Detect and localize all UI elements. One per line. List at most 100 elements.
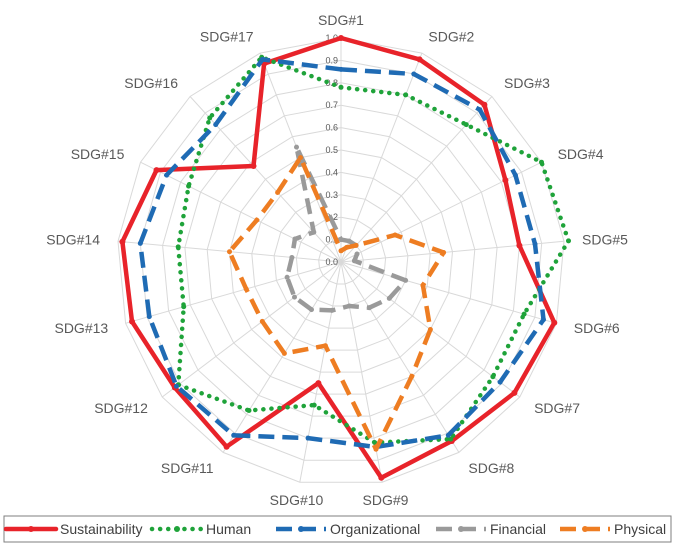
series-marker: [223, 443, 230, 450]
series-marker: [354, 251, 360, 257]
series-marker: [539, 159, 544, 165]
series-marker: [353, 242, 359, 248]
radial-tick-labels: 0.00.10.20.30.40.50.60.70.80.91.0: [325, 33, 338, 267]
tick-label: 0.1: [325, 235, 338, 245]
legend-label: Human: [206, 521, 251, 537]
tick-label: 0.0: [325, 257, 338, 267]
tick-label: 0.4: [325, 167, 338, 177]
series-marker: [231, 432, 237, 438]
legend-marker: [298, 526, 304, 532]
legend-marker: [28, 526, 34, 532]
series-marker: [284, 274, 290, 280]
series-group: [119, 35, 571, 481]
axis-label: SDG#4: [558, 146, 604, 162]
series-marker: [532, 241, 538, 247]
series-marker: [512, 172, 518, 178]
tick-label: 0.9: [325, 55, 338, 65]
grid-spoke: [340, 240, 565, 263]
grid-spoke: [189, 96, 342, 263]
grid-spoke: [340, 261, 557, 324]
grid-ring: [295, 216, 387, 307]
grid-spoke: [340, 261, 460, 453]
grid-ring: [318, 239, 364, 285]
series-marker: [344, 244, 350, 250]
series-marker: [207, 115, 213, 121]
series-marker: [346, 238, 352, 244]
series-marker: [322, 343, 328, 349]
series-marker: [378, 474, 385, 481]
legend-label: Financial: [490, 521, 546, 537]
tick-label: 0.8: [325, 78, 338, 88]
grid-spoke: [161, 261, 342, 398]
series-marker: [243, 286, 249, 292]
series-marker: [448, 436, 454, 442]
grid-ring: [273, 194, 409, 329]
grid-spoke: [340, 96, 493, 263]
series-marker: [477, 107, 483, 113]
series-marker: [338, 66, 344, 72]
series-marker: [403, 277, 409, 283]
grid-spoke: [222, 261, 342, 453]
series-marker: [386, 295, 392, 301]
series-marker: [260, 56, 265, 62]
axis-label: SDG#12: [94, 400, 148, 416]
series-marker: [153, 167, 160, 174]
series-marker: [420, 282, 426, 288]
legend-label: Organizational: [330, 521, 420, 537]
series-line: [284, 144, 408, 313]
series-marker: [566, 238, 571, 244]
series-line: [175, 55, 571, 445]
axis-label: SDG#1: [318, 12, 364, 28]
series-marker: [294, 144, 299, 150]
grid-ring: [162, 82, 520, 439]
axis-labels: SDG#1 SDG#2 SDG#3 SDG#4 SDG#5 SDG#6 SDG#7 SDG#8…: [46, 12, 628, 508]
series-line: [227, 155, 446, 452]
series-marker: [181, 304, 187, 310]
axis-label: SDG#11: [161, 460, 214, 476]
series-marker: [129, 318, 135, 325]
series-marker: [338, 84, 344, 90]
series-marker: [315, 380, 322, 387]
axis-label: SDG#3: [504, 75, 550, 91]
axis-label: SDG#2: [428, 28, 474, 44]
axis-label: SDG#15: [71, 146, 125, 162]
axis-label: SDG#17: [200, 28, 254, 44]
series-marker: [427, 327, 433, 332]
series-marker: [392, 232, 398, 238]
series-marker: [409, 373, 415, 379]
series-marker: [175, 244, 181, 250]
grid-ring: [206, 127, 476, 395]
series-marker: [445, 432, 451, 438]
series-marker: [227, 249, 232, 255]
legend: Sustainability Human Organizational Financi…: [3, 515, 672, 543]
tick-label: 0.3: [325, 190, 338, 200]
series-marker: [521, 311, 527, 317]
axis-label: SDG#7: [534, 400, 580, 416]
legend-marker: [174, 526, 180, 532]
series-marker: [213, 122, 219, 128]
series-marker: [481, 101, 488, 108]
series-marker: [338, 248, 344, 254]
series-marker: [259, 318, 265, 324]
axis-label: SDG#5: [582, 232, 628, 248]
series-marker: [373, 446, 379, 452]
series-marker: [516, 242, 523, 249]
series-marker: [411, 71, 417, 77]
legend-box: [3, 515, 672, 543]
series-marker: [463, 122, 469, 128]
axis-label: SDG#8: [468, 460, 514, 476]
series-marker: [164, 172, 170, 178]
series-marker: [137, 240, 143, 246]
axis-label: SDG#6: [574, 320, 620, 336]
series-marker: [146, 314, 152, 320]
tick-label: 1.0: [325, 33, 338, 43]
tick-label: 0.6: [325, 123, 338, 133]
grid-spoke: [340, 52, 423, 263]
series-marker: [309, 307, 314, 313]
series-line: [138, 57, 546, 450]
series-marker: [366, 305, 372, 311]
axis-label: SDG#10: [270, 492, 324, 508]
series-marker: [281, 350, 287, 356]
legend-label: Sustainability: [60, 521, 143, 537]
